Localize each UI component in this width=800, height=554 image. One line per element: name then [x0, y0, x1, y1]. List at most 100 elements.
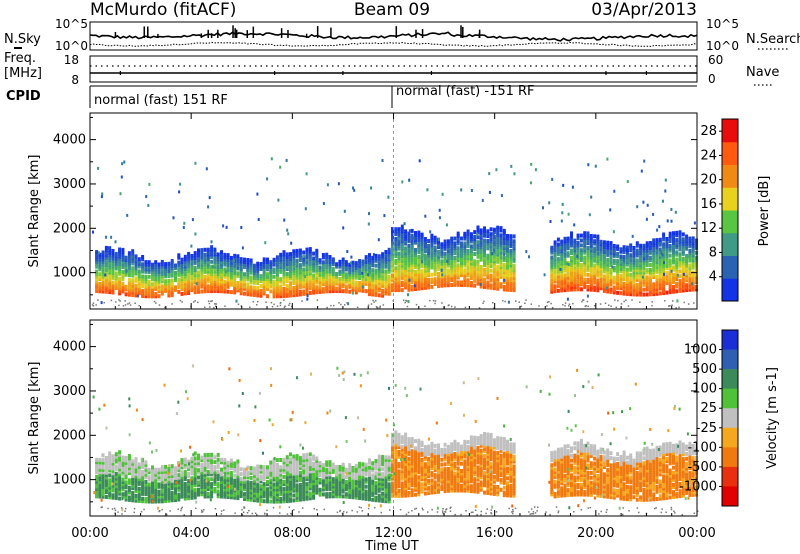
- data-cell: [292, 266, 296, 271]
- ground-dot: [379, 305, 381, 308]
- data-cell: [496, 272, 500, 276]
- data-cell: [489, 249, 493, 254]
- data-cell: [197, 250, 200, 255]
- data-cell: [648, 280, 652, 285]
- data-cell: [658, 274, 662, 279]
- data-cell: [285, 499, 289, 504]
- data-cell: [358, 481, 362, 486]
- data-cell: [229, 280, 233, 285]
- data-cell: [658, 264, 662, 269]
- data-cell: [344, 494, 348, 499]
- data-cell: [298, 282, 302, 287]
- data-cell: [668, 239, 672, 243]
- data-cell: [410, 284, 414, 289]
- data-cell: [583, 241, 587, 245]
- ground-dot: [582, 299, 585, 301]
- data-cell: [368, 485, 371, 490]
- data-cell: [325, 272, 329, 277]
- data-cell: [134, 459, 138, 464]
- data-cell: [200, 465, 204, 470]
- data-cell: [239, 489, 243, 494]
- sparse-cell: [652, 212, 655, 216]
- sparse-cell: [426, 188, 429, 192]
- data-cell: [492, 286, 496, 291]
- data-cell: [308, 278, 312, 283]
- data-cell: [629, 282, 633, 287]
- data-cell: [318, 260, 322, 265]
- data-cell: [233, 283, 237, 288]
- data-cell: [167, 498, 171, 503]
- data-cell: [652, 292, 656, 297]
- data-cell: [414, 272, 417, 277]
- sparse-cell: [664, 189, 667, 193]
- data-cell: [233, 464, 237, 468]
- data-cell: [210, 289, 214, 294]
- data-cell: [229, 473, 233, 478]
- data-cell: [312, 476, 316, 481]
- data-cell: [177, 265, 181, 270]
- data-cell: [203, 460, 207, 465]
- data-cell: [502, 236, 506, 241]
- data-cell: [437, 271, 440, 276]
- data-cell: [321, 270, 325, 275]
- data-cell: [187, 269, 191, 273]
- data-cell: [489, 278, 493, 283]
- data-cell: [190, 278, 194, 283]
- data-cell: [325, 492, 329, 497]
- data-cell: [496, 264, 500, 269]
- data-cell: [672, 245, 675, 250]
- data-cell: [249, 278, 253, 282]
- ground-dot: [118, 304, 120, 307]
- data-cell: [496, 228, 500, 233]
- data-cell: [479, 265, 483, 269]
- data-cell: [609, 255, 613, 260]
- data-cell: [394, 258, 398, 263]
- data-cell: [216, 252, 220, 257]
- data-cell: [144, 472, 148, 477]
- data-cell: [121, 260, 125, 265]
- data-cell: [573, 250, 577, 255]
- ground-dot: [608, 304, 610, 306]
- data-cell: [460, 241, 463, 246]
- data-cell: [599, 254, 603, 259]
- data-cell: [315, 258, 319, 263]
- data-cell: [423, 237, 427, 241]
- data-cell: [275, 282, 279, 287]
- data-cell: [639, 280, 643, 285]
- data-cell: [433, 238, 437, 243]
- data-cell: [629, 292, 633, 297]
- data-cell: [371, 466, 375, 471]
- data-cell: [98, 484, 102, 489]
- data-cell: [648, 258, 652, 263]
- data-cell: [252, 498, 256, 503]
- data-cell: [374, 486, 378, 490]
- data-cell: [397, 278, 401, 283]
- data-cell: [476, 235, 480, 240]
- data-cell: [331, 487, 335, 491]
- data-cell: [197, 460, 200, 465]
- data-cell: [108, 466, 112, 471]
- data-cell: [216, 462, 220, 467]
- data-cell: [98, 255, 102, 260]
- data-cell: [266, 467, 269, 472]
- data-cell: [364, 492, 368, 496]
- data-cell: [239, 491, 243, 496]
- data-cell: [223, 475, 227, 480]
- data-cell: [381, 486, 385, 491]
- data-cell: [652, 270, 656, 275]
- data-cell: [118, 247, 122, 252]
- data-cell: [177, 260, 181, 265]
- data-cell: [111, 454, 115, 459]
- data-cell: [210, 491, 214, 496]
- data-cell: [391, 251, 394, 256]
- data-cell: [377, 256, 381, 261]
- data-cell: [239, 284, 243, 288]
- data-cell: [131, 469, 135, 473]
- data-cell: [430, 272, 434, 277]
- data-cell: [593, 256, 597, 261]
- data-cell: [374, 288, 378, 293]
- data-cell: [285, 472, 289, 477]
- data-cell: [131, 273, 135, 278]
- data-cell: [368, 460, 371, 465]
- data-cell: [397, 227, 401, 232]
